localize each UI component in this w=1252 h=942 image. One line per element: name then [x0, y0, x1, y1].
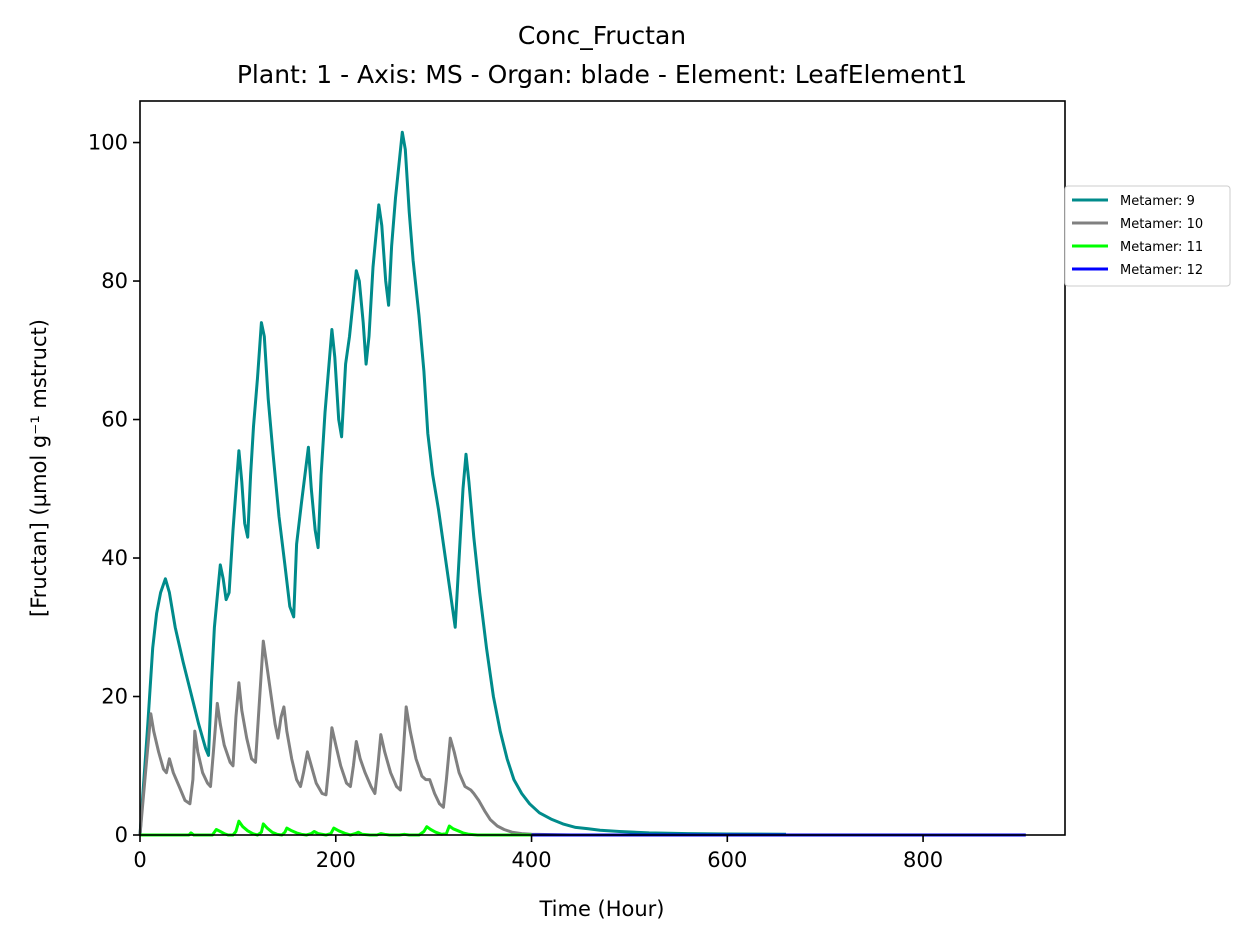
x-axis-label: Time (Hour): [538, 897, 664, 921]
x-axis-ticks: 0 200 400 600 800: [133, 835, 943, 872]
y-axis-ticks: 0 20 40 60 80 100: [88, 131, 140, 847]
legend-frame: [1064, 185, 1231, 287]
series-line-2: [138, 639, 630, 837]
legend-label-1: Metamer: 9: [1120, 194, 1195, 209]
y-tick-label: 80: [101, 269, 128, 293]
x-tick-label: 600: [707, 848, 747, 872]
x-tick-label: 800: [903, 848, 943, 872]
legend: Metamer: 9 Metamer: 10 Metamer: 11 Metamer:…: [1064, 185, 1231, 287]
series-layer: [138, 130, 1026, 837]
series-line-1: [138, 130, 787, 836]
chart-title: Conc_Fructan: [518, 21, 686, 50]
plot-frame: [139, 100, 1066, 836]
y-axis-label: [Fructan] (µmol g⁻¹ mstruct): [27, 319, 51, 617]
x-tick-label: 400: [511, 848, 551, 872]
y-tick-label: 20: [101, 685, 128, 709]
y-tick-label: 100: [88, 131, 128, 155]
legend-label-4: Metamer: 12: [1120, 263, 1203, 278]
x-tick-label: 0: [133, 848, 146, 872]
y-tick-label: 40: [101, 546, 128, 570]
legend-label-3: Metamer: 11: [1120, 240, 1203, 255]
chart-subtitle: Plant: 1 - Axis: MS - Organ: blade - Ele…: [237, 60, 967, 89]
x-tick-label: 200: [316, 848, 356, 872]
legend-label-2: Metamer: 10: [1120, 217, 1203, 232]
y-tick-label: 60: [101, 408, 128, 432]
y-tick-label: 0: [115, 823, 128, 847]
